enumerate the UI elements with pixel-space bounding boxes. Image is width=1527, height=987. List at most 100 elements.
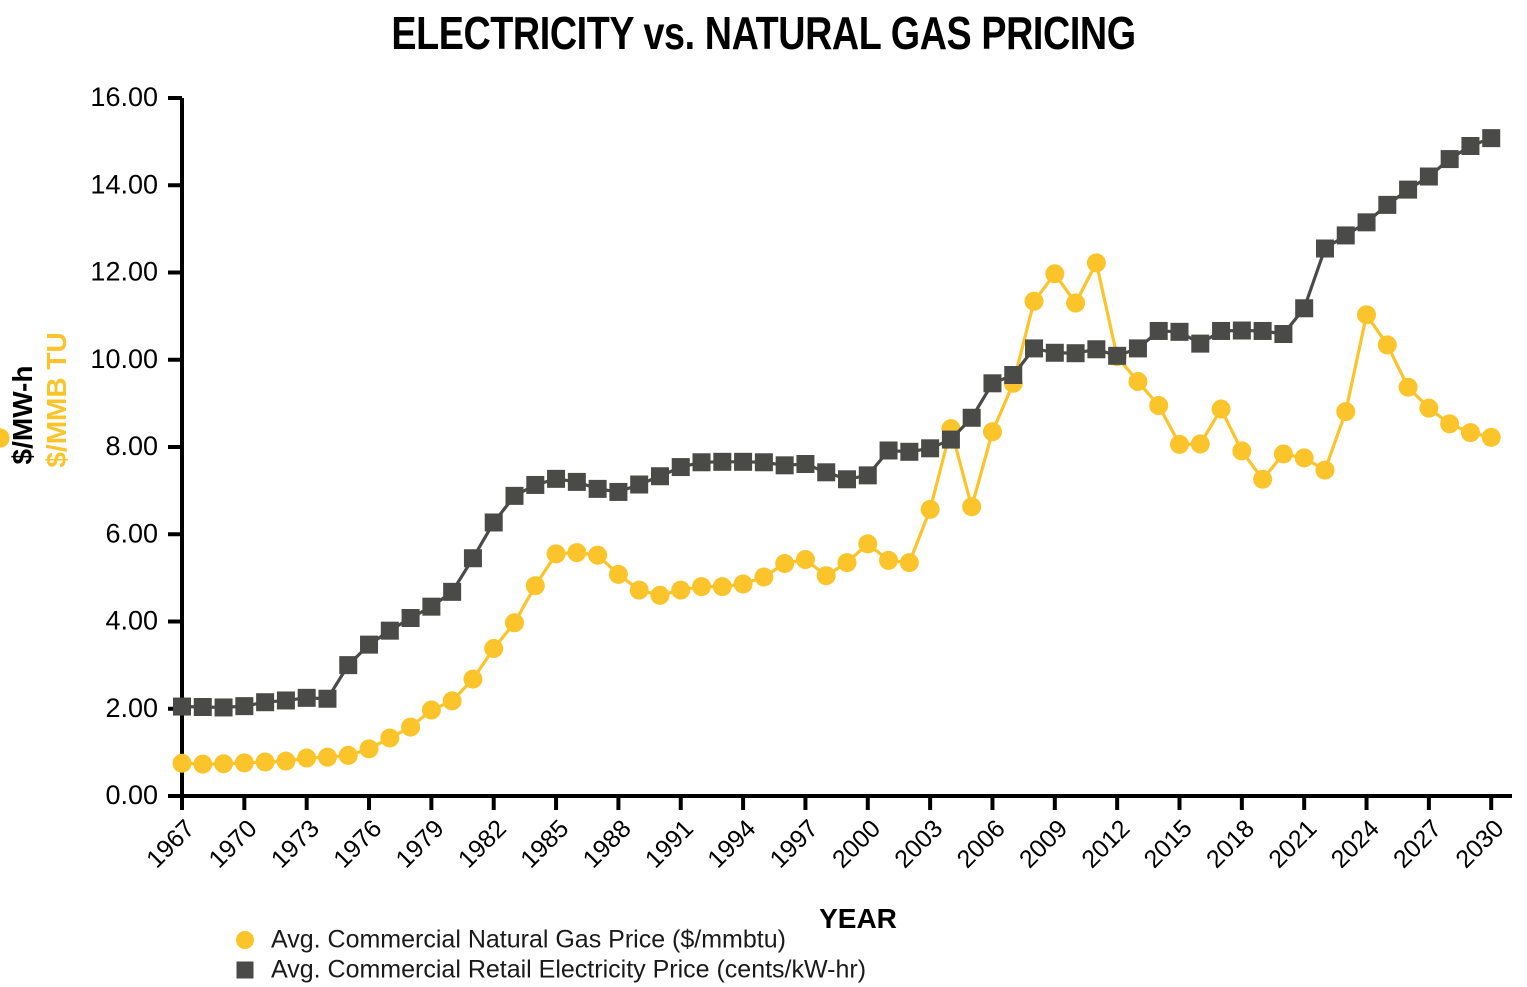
electricity-data-point	[692, 453, 711, 472]
electricity-data-point	[713, 452, 732, 471]
legend-label: Avg. Commercial Retail Electricity Price…	[271, 956, 866, 984]
electricity-line	[180, 136, 1493, 710]
electricity-data-point	[609, 482, 628, 501]
legend-label: Avg. Commercial Natural Gas Price ($/mmb…	[271, 926, 786, 954]
x-tick-label: 1973	[266, 814, 325, 873]
natural-gas-data-point	[1273, 444, 1293, 464]
electricity-data-point	[1440, 150, 1459, 169]
y-axis: 0.00 2.00 4.00 6.00 8.00 10.00 12.00 14.00 16.00	[90, 82, 184, 810]
electricity-data-point	[214, 698, 233, 717]
y-tick-label: 16.00	[90, 82, 158, 112]
electricity-data-point	[1025, 339, 1044, 358]
natural-gas-data-point	[1190, 434, 1210, 454]
x-tick-label: 2006	[952, 814, 1011, 873]
electricity-data-point	[256, 693, 275, 712]
electricity-data-point	[1482, 129, 1501, 148]
natural-gas-data-point	[1294, 448, 1314, 468]
natural-gas-data-point	[692, 577, 712, 597]
electricity-data-point	[900, 442, 919, 461]
x-axis: 1967 1970 1973 1976 1979 1982 1985 1988 1991 1994…	[141, 794, 1512, 874]
x-tick-label: 1991	[640, 814, 699, 873]
natural-gas-data-point	[1066, 293, 1086, 313]
x-tick-label: 1994	[702, 814, 761, 873]
natural-gas-data-point	[546, 544, 566, 564]
electricity-data-point	[1004, 366, 1023, 385]
natural-gas-data-point	[463, 669, 483, 689]
natural-gas-data-point	[525, 576, 545, 596]
x-tick-label: 1979	[390, 814, 449, 873]
natural-gas-data-point	[1440, 414, 1460, 434]
x-tick-label: 2030	[1450, 814, 1509, 873]
natural-gas-data-point	[1211, 399, 1231, 419]
natural-gas-data-point	[276, 751, 296, 771]
electricity-data-point	[193, 698, 212, 716]
data-series-group	[0, 129, 1501, 774]
y-tick-label: 8.00	[105, 431, 158, 461]
electricity-data-point	[1378, 195, 1397, 214]
natural-gas-data-point	[401, 717, 421, 737]
electricity-data-point	[463, 549, 482, 568]
electricity-data-point	[1315, 239, 1334, 258]
electricity-data-point	[858, 466, 877, 485]
electricity-data-point	[1212, 321, 1231, 340]
electricity-data-point	[1108, 346, 1127, 365]
natural-gas-data-point	[359, 739, 379, 759]
natural-gas-data-point	[1086, 253, 1106, 273]
electricity-data-point	[1066, 344, 1085, 363]
electricity-data-point	[1295, 299, 1314, 318]
natural-gas-data-point	[0, 428, 10, 448]
y-tick-label: 4.00	[105, 606, 158, 636]
electricity-data-point	[983, 374, 1002, 393]
electricity-data-point	[879, 441, 898, 460]
natural-gas-data-point	[671, 580, 691, 600]
natural-gas-data-point	[255, 752, 275, 772]
x-tick-label: 2018	[1201, 814, 1260, 873]
electricity-data-point	[276, 691, 295, 710]
electricity-data-point	[1399, 180, 1418, 199]
x-tick-label: 2003	[889, 814, 948, 873]
y-tick-label: 12.00	[90, 257, 158, 287]
natural-gas-data-point	[214, 754, 234, 774]
electricity-data-point	[1087, 340, 1106, 359]
electricity-data-point	[1274, 325, 1293, 344]
y-tick-label: 10.00	[90, 344, 158, 374]
natural-gas-data-point	[858, 534, 878, 554]
electricity-data-point	[526, 475, 545, 494]
x-tick-label: 1988	[578, 814, 637, 873]
natural-gas-data-point	[442, 691, 462, 711]
electricity-data-point	[921, 439, 940, 458]
natural-gas-data-point	[837, 553, 857, 573]
natural-gas-data-point	[712, 577, 732, 597]
natural-gas-data-point	[962, 497, 982, 517]
y-tick-label: 0.00	[105, 780, 158, 810]
x-tick-label: 2012	[1076, 814, 1135, 873]
legend-marker-circle-icon	[236, 931, 254, 949]
natural-gas-data-point	[421, 700, 441, 720]
natural-gas-data-point	[567, 543, 587, 563]
y-tick-label: 2.00	[105, 693, 158, 723]
natural-gas-data-point	[1357, 305, 1377, 325]
natural-gas-data-point	[795, 550, 815, 570]
electricity-data-point	[734, 452, 753, 471]
electricity-data-point	[318, 689, 337, 708]
x-tick-label: 2015	[1139, 814, 1198, 873]
natural-gas-data-point	[505, 613, 524, 633]
electricity-data-point	[339, 656, 358, 675]
natural-gas-data-point	[650, 585, 670, 605]
electricity-data-point	[1253, 321, 1272, 340]
x-tick-label: 2021	[1263, 814, 1322, 873]
y-axis-title-secondary: $/MMB TU	[41, 332, 72, 467]
natural-gas-data-point	[317, 747, 337, 767]
natural-gas-data-point	[338, 745, 358, 765]
natural-gas-data-point	[1149, 396, 1169, 416]
electricity-data-point	[838, 470, 856, 489]
natural-gas-data-point	[879, 550, 899, 570]
electricity-data-point	[630, 475, 649, 494]
axis-titles: $/MW-h $/MMB TU YEAR	[7, 332, 897, 934]
natural-gas-data-point	[193, 754, 213, 774]
electricity-data-point	[1461, 136, 1480, 155]
natural-gas-line	[180, 261, 1493, 766]
natural-gas-data-point	[754, 567, 774, 587]
x-tick-label: 2024	[1326, 814, 1385, 873]
y-tick-label: 6.00	[105, 518, 158, 548]
